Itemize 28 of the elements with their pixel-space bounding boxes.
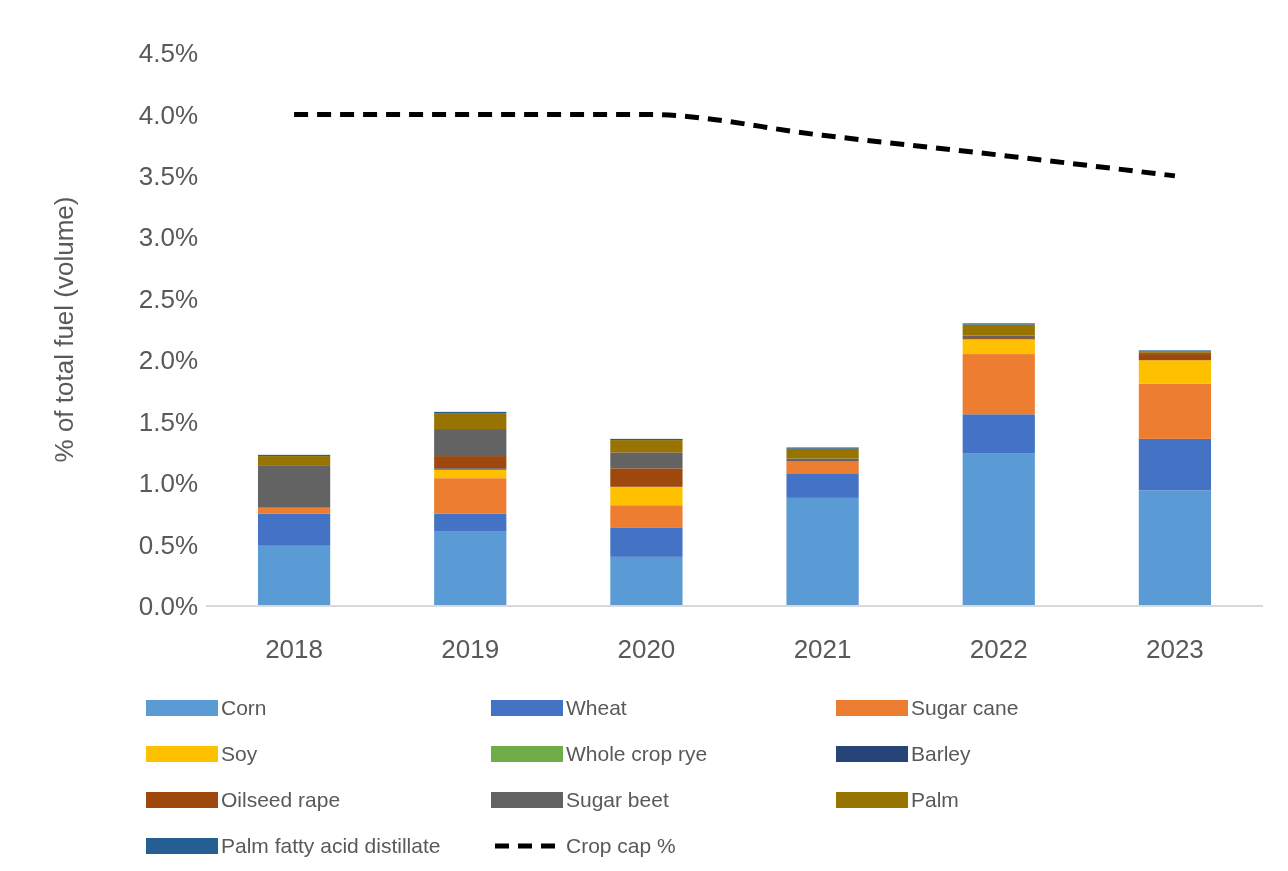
y-tick-label: 0.0% [138,591,198,622]
legend-label: Whole crop rye [566,742,708,766]
y-tick-label: 4.5% [138,38,198,69]
legend-label: Soy [221,742,258,766]
legend-label: Palm [911,788,959,812]
legend-label: Sugar beet [566,788,669,812]
y-tick-label: 3.0% [138,222,198,253]
legend-label: Wheat [566,696,627,720]
y-axis-title: % of total fuel (volume) [49,196,79,463]
legend-label: Oilseed rape [221,788,341,812]
legend-label: Barley [911,742,972,766]
legend-label: Palm fatty acid distillate [221,834,441,858]
x-tick-label: 2018 [265,634,324,664]
y-tick-label: 3.5% [138,160,198,191]
legend-label: Crop cap % [566,834,676,858]
legend-label: Corn [221,696,267,720]
y-tick-label: 1.5% [138,406,198,437]
x-tick-label: 2021 [793,634,852,664]
y-tick-label: 1.0% [138,468,198,499]
x-tick-label: 2023 [1145,634,1204,664]
legend-label: Sugar cane [911,696,1019,720]
y-tick-label: 2.0% [138,345,198,376]
x-tick-label: 2022 [969,634,1028,664]
x-tick-label: 2020 [617,634,676,664]
x-tick-label: 2019 [441,634,500,664]
y-tick-label: 2.5% [138,283,198,314]
y-tick-label: 4.0% [138,99,198,130]
y-tick-label: 0.5% [138,529,198,560]
